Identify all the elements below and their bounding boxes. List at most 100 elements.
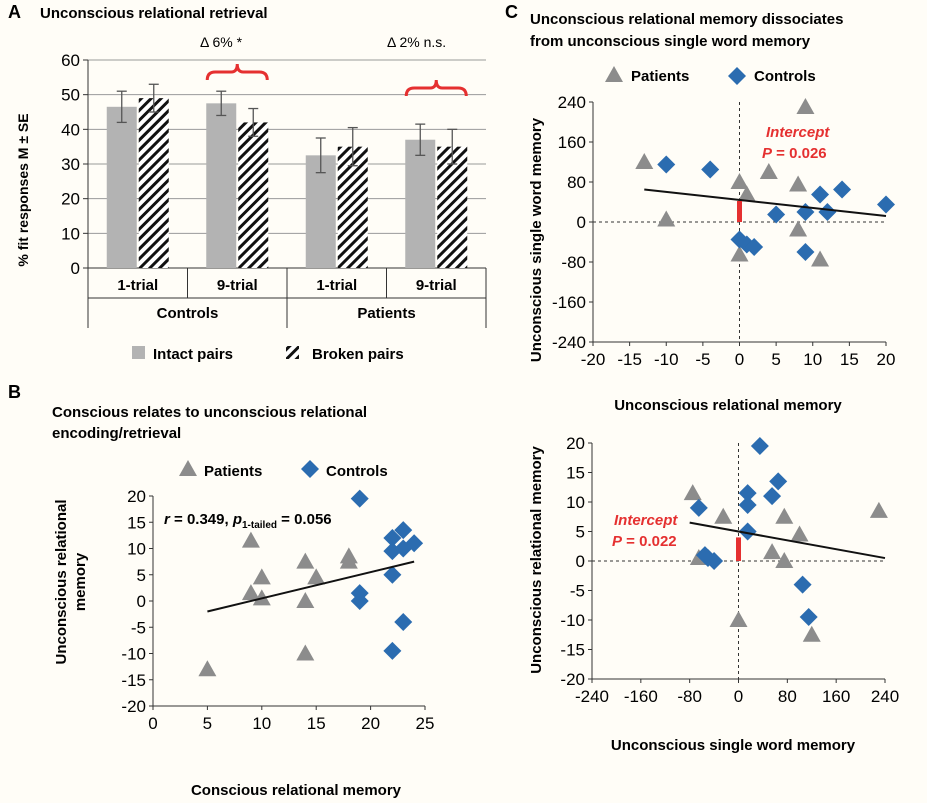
y-tick-label: -5 [131,618,146,637]
legend-patients-label: Patients [204,463,262,480]
y-tick-label: -15 [121,671,146,690]
patient-point [296,592,315,608]
control-point [811,185,830,204]
panel-a-category-label: 1-trial [117,277,158,294]
y-tick-label: -20 [121,697,146,716]
control-point [745,238,764,256]
patient-point [737,185,756,202]
control-point [818,203,837,221]
x-tick-label: -20 [581,350,606,369]
control-point [833,180,852,199]
control-point [394,613,413,631]
x-tick-label: 25 [416,714,435,733]
x-tick-label: 15 [840,350,859,369]
panel-a-category-label: 9-trial [217,277,258,294]
x-tick-label: 0 [734,687,743,706]
panel-c-top-x-axis-label: Unconscious relational memory [614,397,842,414]
control-point [728,67,746,85]
legend-controls-label: Controls [326,463,388,480]
panel-a-y-tick-label: 40 [61,120,80,139]
panel-a-y-tick-label: 0 [71,259,80,278]
broken-bar [437,146,468,268]
control-point [793,575,812,594]
panel-a-group-label: Patients [357,305,415,322]
x-tick-label: 0 [148,714,157,733]
control-point [350,489,369,508]
y-tick-label: 240 [558,93,586,112]
y-tick-label: -80 [561,253,586,272]
x-tick-label: 20 [877,350,896,369]
panel-a-chart: 0 10 20 30 40 50 60 1-trial 9-trial 1-trial 9-tria… [61,51,487,363]
panel-c-top-p-text: P = 0.026 [762,145,827,162]
patient-point [763,543,782,560]
panel-a-y-tick-label: 30 [61,155,80,174]
patient-point [775,552,794,568]
legend-intact-swatch [132,346,145,359]
panel-b-legend: Patients Controls [179,460,388,480]
control-point [405,534,424,553]
patient-point [789,175,808,192]
x-tick-label: -160 [624,687,658,706]
panel-a-y-tick-label: 60 [61,51,80,70]
panel-b-x-axis-label: Conscious relational memory [191,782,402,799]
panel-c-bottom-x-axis-label: Unconscious single word memory [611,737,856,754]
broken-bar [238,122,269,269]
x-tick-label: 160 [822,687,850,706]
intact-bar [206,103,237,268]
panel-a-delta-9trial-patients: Δ 2% n.s. [387,34,446,50]
panel-c-bottom-intercept-label: Intercept [614,512,678,529]
x-tick-label: 10 [252,714,271,733]
panel-a-category-label: 9-trial [416,277,457,294]
control-point [383,565,402,584]
patient-point [179,460,197,476]
panel-c-title-line1: Unconscious relational memory dissociate… [530,11,843,28]
panel-b-y-axis-label-line1: Unconscious relational [53,499,70,664]
significance-bracket [205,63,269,81]
panel-a-category-label: 1-trial [316,277,357,294]
y-tick-label: -20 [560,670,585,689]
intact-bar [106,106,137,268]
stat-r: r [164,511,171,528]
legend-broken-label: Broken pairs [312,346,404,363]
control-point [394,521,413,540]
x-tick-label: 5 [771,350,780,369]
patient-point [775,507,794,524]
panel-c-bottom-y-axis-label: Unconscious relational memory [528,446,545,674]
broken-bar [337,146,368,268]
control-point [705,552,724,570]
x-tick-label: 0 [735,350,744,369]
control-point [750,436,769,455]
patient-point [759,163,778,179]
control-point [763,487,782,506]
legend-broken-swatch [286,346,299,359]
patient-point [796,98,815,114]
x-tick-label: 5 [203,714,212,733]
panel-a-title: Unconscious relational retrieval [40,5,268,22]
x-tick-label: 240 [871,687,899,706]
patient-point [714,507,733,524]
panel-a-letter: A [8,2,21,22]
patient-point [730,245,749,262]
patient-point [657,210,676,227]
panel-a-delta-9trial-controls: Δ 6% * [200,34,243,50]
control-point [701,160,720,179]
patient-point [790,525,809,542]
y-tick-label: 0 [577,213,586,232]
panel-a-y-tick-label: 20 [61,190,80,209]
patient-point [789,220,808,237]
patient-point [252,568,271,585]
panel-a-y-axis-label: % fit responses M ± SE [15,113,31,266]
panel-a-y-tick-label: 50 [61,86,80,105]
control-point [769,472,788,491]
patient-point [635,153,654,169]
control-point [383,641,402,660]
control-point [301,460,319,478]
y-tick-label: -160 [552,293,586,312]
y-tick-label: 10 [127,540,146,559]
x-tick-label: -10 [654,350,679,369]
patient-point [869,501,888,518]
y-tick-label: -240 [552,333,586,352]
y-tick-label: 160 [558,133,586,152]
control-point [657,155,676,174]
